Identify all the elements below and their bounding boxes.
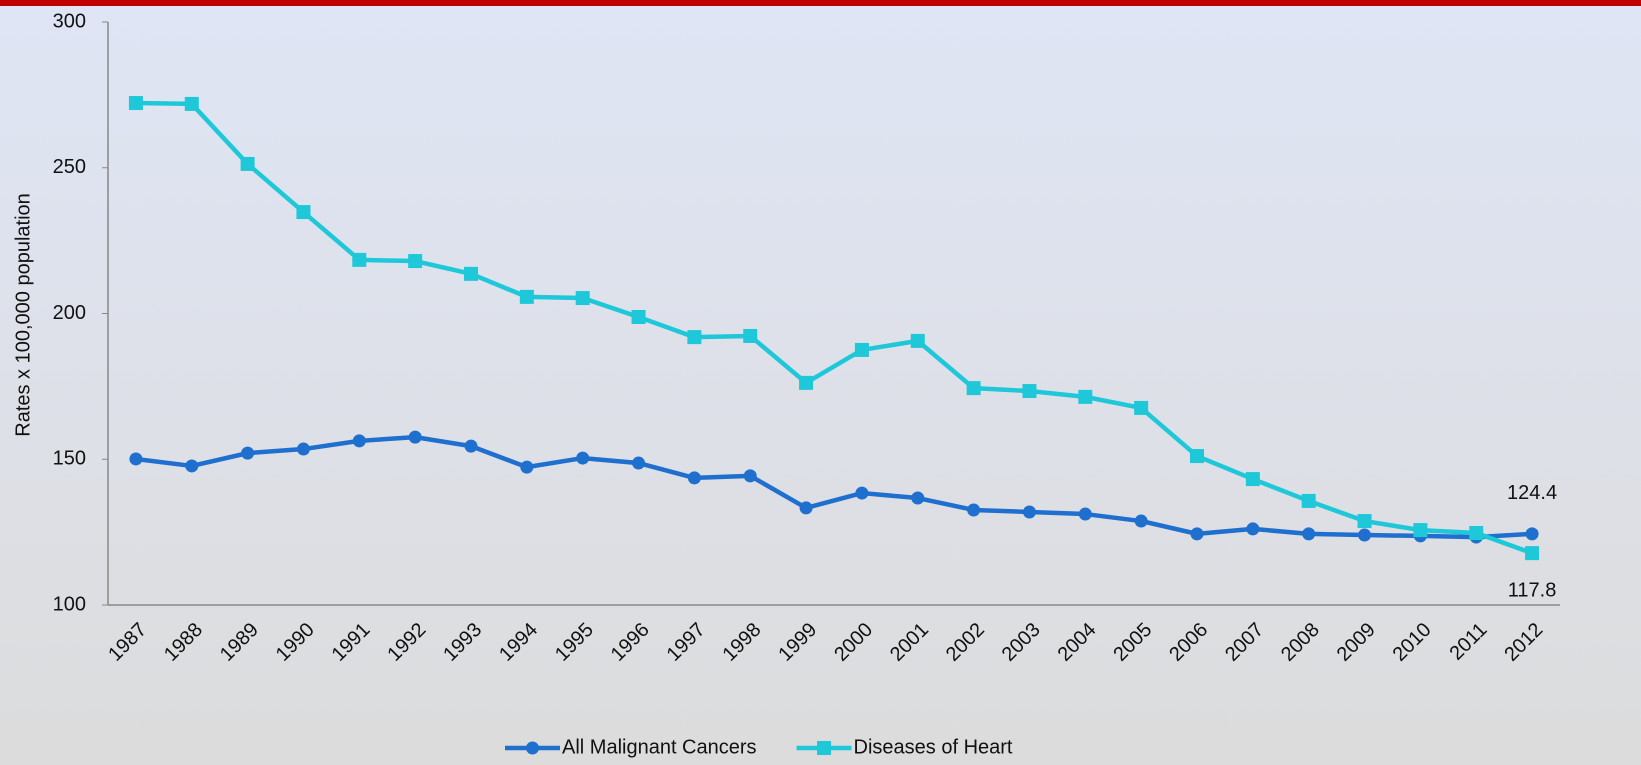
marker (1302, 527, 1316, 541)
line (135, 434, 1533, 540)
x-tick-label: 2000 (830, 619, 877, 666)
legend-label: Diseases of Heart (854, 736, 1013, 758)
marker (1525, 546, 1540, 561)
marker (1525, 527, 1539, 541)
x-tick-label: 1994 (495, 619, 542, 666)
marker (1134, 400, 1149, 415)
y-tick-label: 200 (53, 302, 86, 324)
marker (184, 96, 199, 111)
x-tick-label: 1999 (774, 619, 821, 666)
legend-label: All Malignant Cancers (562, 736, 757, 758)
x-tick-label: 1995 (551, 619, 598, 666)
marker (352, 434, 366, 448)
marker (687, 471, 701, 485)
x-tick-label: 1998 (718, 619, 765, 666)
x-tick-label: 1997 (663, 619, 710, 666)
x-tick-label: 2001 (886, 619, 933, 666)
marker (1301, 493, 1316, 508)
marker (743, 328, 758, 343)
marker (1190, 449, 1204, 464)
line (135, 100, 1533, 556)
data-label: 124.4 (1507, 482, 1557, 504)
x-tick-label: 2007 (1221, 619, 1268, 666)
marker (576, 451, 590, 465)
x-tick-label: 1987 (104, 619, 151, 666)
marker (967, 503, 981, 517)
marker (966, 381, 981, 396)
x-tick-label: 2006 (1165, 619, 1212, 666)
marker (1245, 472, 1260, 487)
x-tick-label: 2012 (1500, 619, 1547, 666)
marker (575, 291, 590, 306)
x-tick-label: 1992 (383, 619, 430, 666)
marker (408, 254, 423, 269)
y-tick-label: 100 (53, 593, 86, 615)
x-tick-label: 2008 (1277, 619, 1324, 666)
marker (464, 266, 478, 281)
y-axis-title: Rates x 100,000 population (12, 193, 34, 437)
marker (854, 342, 869, 357)
marker (1358, 528, 1372, 542)
marker (1469, 525, 1484, 540)
x-tick-label: 2011 (1446, 619, 1492, 665)
data-label: 117.8 (1508, 579, 1557, 601)
marker (1078, 389, 1093, 404)
x-tick-label: 2010 (1389, 619, 1436, 666)
marker (743, 469, 757, 483)
marker (129, 452, 143, 466)
marker (519, 289, 534, 304)
x-tick-label: 1989 (216, 619, 263, 666)
marker (241, 446, 255, 460)
marker (464, 439, 478, 453)
marker (352, 252, 367, 267)
marker (240, 156, 255, 171)
x-tick-label: 2003 (998, 619, 1045, 666)
marker (128, 96, 143, 111)
marker (1078, 507, 1092, 521)
marker (632, 456, 646, 470)
marker (1190, 527, 1204, 541)
marker (185, 459, 199, 473)
marker (1413, 523, 1428, 538)
marker (1357, 514, 1372, 529)
x-tick-label: 2005 (1109, 619, 1156, 666)
legend-item: Diseases of Heart (796, 736, 1013, 758)
legend-marker (817, 741, 832, 755)
y-tick-label: 150 (53, 448, 86, 470)
x-tick-label: 1990 (272, 619, 319, 666)
x-tick-label: 2009 (1333, 619, 1380, 666)
series (129, 430, 1539, 544)
marker (910, 333, 925, 348)
marker (408, 430, 422, 444)
y-tick-label: 250 (53, 156, 86, 178)
marker (1134, 514, 1148, 528)
marker (520, 460, 534, 474)
marker (855, 486, 869, 500)
marker (1246, 522, 1260, 536)
marker (799, 501, 813, 515)
marker (1022, 384, 1037, 399)
marker (799, 375, 814, 390)
legend-item: All Malignant Cancers (505, 736, 757, 758)
x-tick-label: 1988 (160, 619, 207, 666)
series (128, 96, 1540, 561)
marker (1022, 505, 1036, 519)
marker (687, 330, 702, 345)
x-tick-label: 1996 (607, 619, 654, 666)
x-tick-label: 2004 (1054, 619, 1101, 666)
marker (296, 442, 310, 456)
marker (911, 491, 925, 505)
x-tick-label: 2002 (942, 619, 989, 666)
x-tick-label: 1991 (328, 619, 375, 666)
legend-marker (526, 741, 539, 755)
marker (631, 309, 646, 324)
top-bar (0, 0, 1641, 6)
x-tick-label: 1993 (439, 619, 486, 666)
marker (296, 205, 311, 220)
y-tick-label: 300 (53, 10, 86, 32)
